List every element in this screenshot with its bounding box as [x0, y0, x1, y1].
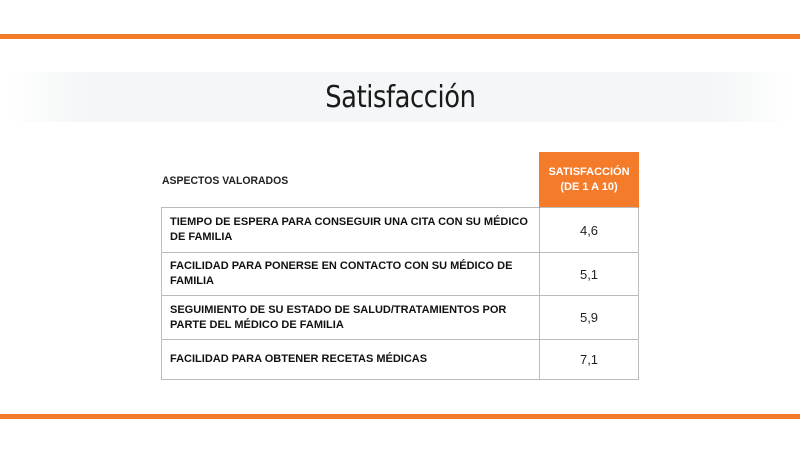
title-band: Satisfacción	[8, 72, 792, 122]
aspect-cell: TIEMPO DE ESPERA PARA CONSEGUIR UNA CITA…	[160, 207, 541, 253]
score-cell: 7,1	[539, 339, 639, 380]
aspect-cell: SEGUIMIENTO DE SU ESTADO DE SALUD/TRATAM…	[160, 295, 541, 340]
table-row: SEGUIMIENTO DE SU ESTADO DE SALUD/TRATAM…	[160, 295, 639, 340]
score-cell: 4,6	[539, 207, 639, 253]
satisfaction-table: ASPECTOS VALORADOS SATISFACCIÓN (DE 1 A …	[160, 152, 639, 380]
bottom-accent-rule	[0, 414, 800, 419]
table-row: FACILIDAD PARA OBTENER RECETAS MÉDICAS 7…	[160, 339, 639, 380]
header-aspects: ASPECTOS VALORADOS	[161, 174, 288, 187]
header-satisfaction-line2: (DE 1 A 10)	[560, 180, 618, 193]
top-accent-rule	[0, 34, 800, 39]
aspect-cell: FACILIDAD PARA PONERSE EN CONTACTO CON S…	[160, 252, 541, 296]
score-cell: 5,1	[539, 252, 639, 296]
table-header-row: ASPECTOS VALORADOS SATISFACCIÓN (DE 1 A …	[162, 152, 639, 208]
table-row: TIEMPO DE ESPERA PARA CONSEGUIR UNA CITA…	[160, 207, 639, 253]
header-satisfaction: SATISFACCIÓN (DE 1 A 10)	[539, 152, 639, 208]
table-row: FACILIDAD PARA PONERSE EN CONTACTO CON S…	[160, 252, 639, 296]
score-cell: 5,9	[539, 295, 639, 340]
page-title: Satisfacción	[324, 79, 476, 115]
header-satisfaction-line1: SATISFACCIÓN	[548, 165, 630, 178]
aspect-cell: FACILIDAD PARA OBTENER RECETAS MÉDICAS	[160, 339, 541, 380]
